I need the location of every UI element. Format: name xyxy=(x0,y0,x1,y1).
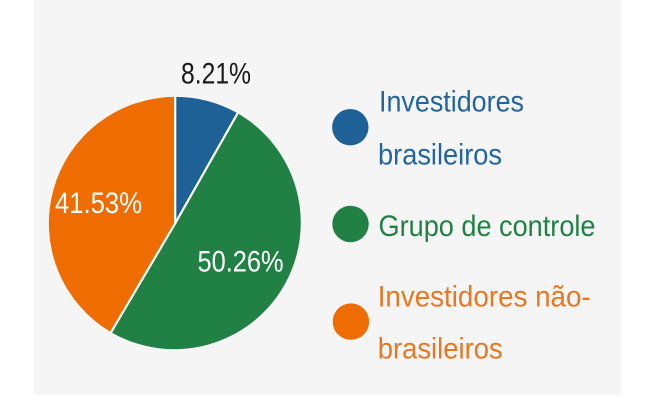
svg-text:8.21%: 8.21% xyxy=(181,58,251,91)
svg-text:brasileiros: brasileiros xyxy=(378,139,502,172)
svg-text:brasileiros: brasileiros xyxy=(378,333,503,366)
svg-text:Investidores: Investidores xyxy=(379,86,524,119)
svg-text:50.26%: 50.26% xyxy=(198,246,284,279)
svg-text:Investidores não-: Investidores não- xyxy=(378,281,591,314)
svg-text:Grupo de controle: Grupo de controle xyxy=(379,210,596,243)
svg-text:41.53%: 41.53% xyxy=(55,187,142,220)
